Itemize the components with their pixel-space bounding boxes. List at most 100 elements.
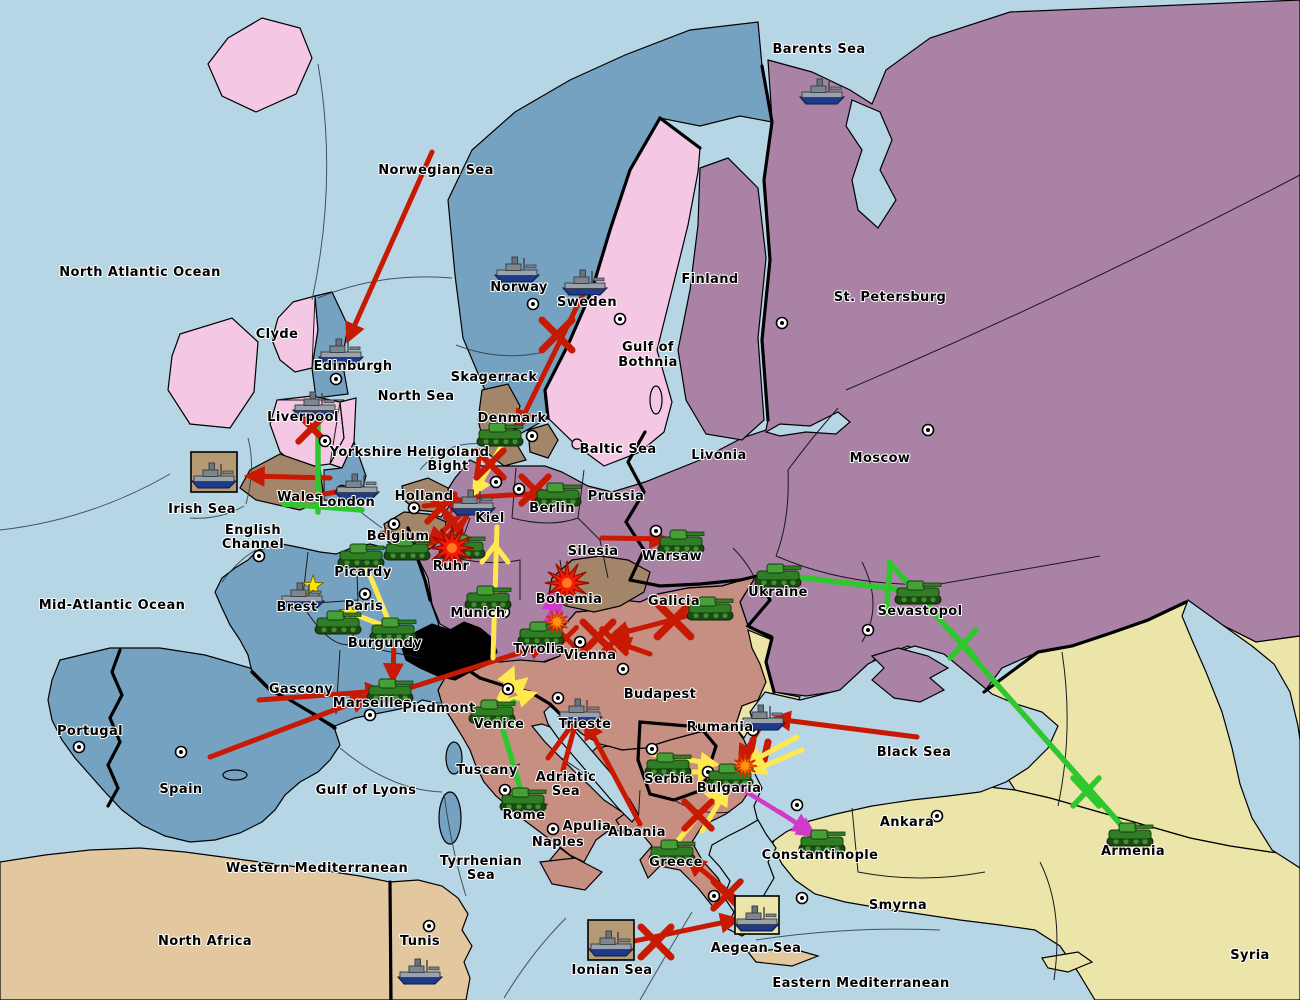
label-finland: Finland: [681, 272, 738, 287]
region-bornholm: [571, 438, 583, 450]
region-finland[interactable]: [677, 157, 767, 441]
sc-marseilles: [363, 708, 377, 722]
label-serbia: Serbia: [644, 772, 694, 787]
label-liverpool: Liverpool: [267, 410, 339, 425]
label-sevastopol: Sevastopol: [877, 604, 962, 619]
label-st-petersburg: St. Petersburg: [834, 290, 946, 305]
label-sweden: Sweden: [557, 295, 617, 310]
sc-portugal: [72, 740, 86, 754]
label-bohemia: Bohemia: [536, 592, 603, 607]
label-portugal: Portugal: [57, 724, 123, 739]
label-livonia: Livonia: [691, 448, 746, 463]
label-ruhr: Ruhr: [433, 559, 470, 574]
cut-bar-belgium: [378, 530, 416, 540]
label-barents-sea: Barents Sea: [773, 42, 866, 57]
arrow-piedmont-tyrolia: [400, 639, 551, 693]
region-cyprus[interactable]: [1041, 951, 1094, 973]
label-spain: Spain: [159, 782, 202, 797]
support-picardy-burgundy: [361, 558, 392, 625]
label-smyrna: Smyrna: [869, 898, 927, 913]
region-crimea[interactable]: [870, 647, 950, 703]
black-sea-water: [747, 645, 1059, 843]
region-edinburgh[interactable]: [311, 291, 349, 399]
label-kiel: Kiel: [475, 511, 504, 526]
arrow-albania-trieste: [584, 718, 643, 827]
sc-denmark: [525, 429, 539, 443]
label-munich: Munich: [450, 606, 505, 621]
label-burgundy: Burgundy: [348, 636, 422, 651]
label-paris: Paris: [345, 599, 384, 614]
label-western-med: Western Mediterranean: [226, 861, 408, 876]
label-norway: Norway: [490, 280, 548, 295]
sc-edinburgh: [329, 372, 343, 386]
label-venice: Venice: [474, 717, 525, 732]
region-balearics: [222, 769, 248, 781]
arrow-trieste-adriatic-1: [545, 715, 580, 761]
label-naples: Naples: [532, 835, 584, 850]
label-adriatic-1: Adriatic: [536, 770, 597, 785]
label-eastern-med: Eastern Mediterranean: [772, 976, 949, 991]
sc-greece: [707, 889, 721, 903]
arrow-norwegiansea-edinburgh: [345, 149, 435, 344]
label-ukraine: Ukraine: [748, 585, 808, 600]
label-north-sea: North Sea: [378, 389, 455, 404]
label-bulgaria: Bulgaria: [697, 781, 762, 796]
sc-constantinople: [790, 798, 804, 812]
label-aegean-sea: Aegean Sea: [711, 941, 802, 956]
region-gotland: [649, 385, 663, 415]
label-tyrrhenian-1: Tyrrhenian: [440, 854, 522, 869]
label-budapest: Budapest: [624, 687, 697, 702]
armenia-bar4: [1070, 775, 1102, 809]
region-crete[interactable]: [746, 947, 820, 967]
arrow-burgundy-marseilles: [382, 637, 404, 685]
label-north-africa: North Africa: [158, 934, 252, 949]
sc-moscow: [921, 423, 935, 437]
label-rome: Rome: [503, 808, 546, 823]
sc-rome: [498, 783, 512, 797]
label-warsaw: Warsaw: [642, 549, 702, 564]
arrow-ionian-aegean: [617, 912, 742, 947]
support-east-bulgaria-2: [746, 747, 805, 775]
map-labels: North Atlantic Ocean Norwegian Sea Baren…: [38, 41, 1271, 992]
sc-warsaw: [649, 524, 663, 538]
sc-belgium: [387, 517, 401, 531]
move-sevastopol-armenia: [886, 559, 1125, 829]
region-ireland[interactable]: [167, 317, 259, 429]
move-ukraine-sevastopol-bar: [883, 563, 893, 617]
region-iceland[interactable]: [207, 17, 313, 113]
label-trieste: Trieste: [559, 717, 612, 732]
arrow-blacksea-rumania: [769, 710, 920, 740]
sc-vienna: [573, 635, 587, 649]
label-norwegian-sea: Norwegian Sea: [378, 163, 494, 178]
label-moscow: Moscow: [850, 451, 911, 466]
label-apulia: Apulia: [563, 819, 612, 834]
label-clyde: Clyde: [256, 327, 299, 342]
arrow-budapest-vienna: [610, 636, 653, 657]
label-tunis: Tunis: [400, 934, 440, 949]
label-ionian-sea: Ionian Sea: [572, 963, 653, 978]
region-sardinia[interactable]: [438, 791, 462, 845]
sc-kiel: [489, 475, 503, 489]
support-fork-2: [492, 542, 511, 565]
region-north-africa[interactable]: [0, 847, 391, 1000]
label-irish-sea: Irish Sea: [168, 502, 236, 517]
label-north-atlantic: North Atlantic Ocean: [59, 265, 220, 280]
label-galicia: Galicia: [648, 594, 700, 609]
sc-trieste: [551, 691, 565, 705]
label-gulf-of-bothnia-2: Bothnia: [618, 355, 678, 370]
sc-stpetersburg: [775, 316, 789, 330]
label-vienna: Vienna: [564, 648, 617, 663]
label-heligoland-2: Bight: [427, 459, 468, 474]
region-corsica[interactable]: [445, 741, 463, 775]
label-tuscany: Tuscany: [456, 763, 518, 778]
label-prussia: Prussia: [588, 489, 645, 504]
sc-serbia: [645, 742, 659, 756]
label-piedmont: Piedmont: [402, 701, 475, 716]
label-constantinople: Constantinople: [762, 848, 879, 863]
region-sicily[interactable]: [539, 857, 603, 891]
label-english-channel-2: Channel: [222, 537, 284, 552]
label-edinburgh: Edinburgh: [313, 359, 392, 374]
label-skagerrack: Skagerrack: [451, 370, 538, 385]
sc-holland: [407, 501, 421, 515]
